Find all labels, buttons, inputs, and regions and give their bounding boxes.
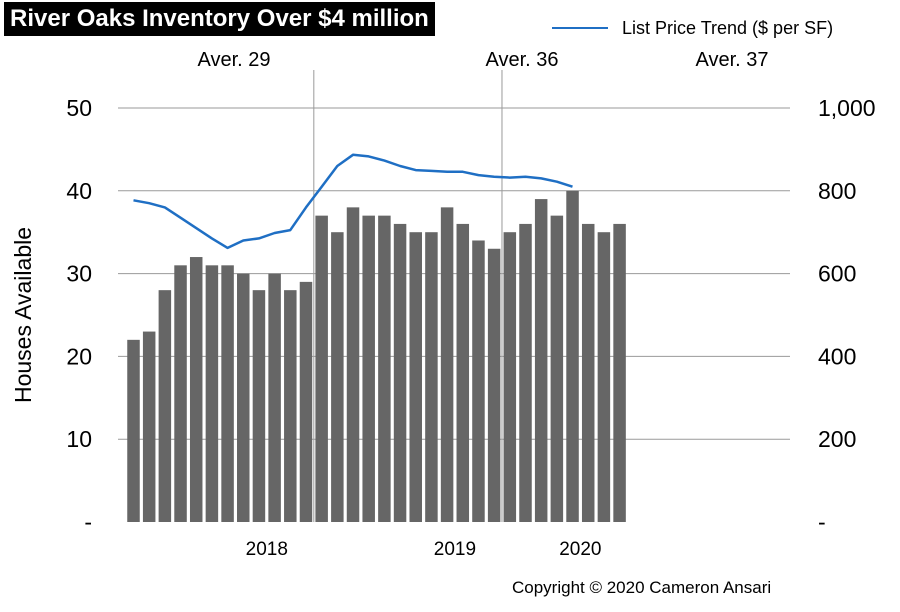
bar — [237, 273, 250, 522]
legend: List Price Trend ($ per SF) — [552, 16, 833, 40]
period-average-label: Aver. 36 — [485, 49, 558, 71]
bar — [299, 281, 313, 522]
bar — [205, 265, 219, 522]
y2-tick-label: 600 — [818, 261, 856, 287]
bar — [158, 290, 172, 522]
bar — [284, 290, 297, 522]
bar — [472, 240, 485, 523]
bar — [221, 265, 234, 522]
y-tick-label: 40 — [66, 178, 92, 204]
gridlines — [118, 107, 790, 440]
bar — [315, 215, 328, 522]
bar — [268, 273, 281, 522]
bar — [440, 207, 454, 523]
y-tick-label: - — [84, 509, 92, 535]
y2-tick-label: 200 — [818, 426, 856, 452]
bar — [409, 232, 422, 522]
bar — [362, 215, 375, 522]
bar — [425, 232, 438, 522]
bar — [581, 223, 595, 523]
bar — [127, 339, 140, 522]
y-tick-label: 10 — [66, 426, 92, 452]
legend-label: List Price Trend ($ per SF) — [622, 17, 834, 38]
bar — [346, 207, 360, 523]
copyright-notice: Copyright © 2020 Cameron Ansari — [512, 578, 772, 597]
y-tick-label: 30 — [66, 261, 92, 287]
bar — [487, 248, 501, 522]
x-tick-label: 2018 — [246, 539, 288, 560]
y-tick-label: 50 — [66, 95, 92, 121]
bar — [550, 215, 564, 522]
x-tick-label: 2020 — [559, 539, 601, 560]
period-average-label: Aver. 29 — [197, 49, 270, 71]
bars — [127, 190, 626, 523]
bar — [519, 223, 532, 523]
bar — [174, 265, 187, 522]
bar — [378, 215, 391, 522]
bar — [503, 232, 517, 522]
y2-tick-label: 1,000 — [818, 95, 876, 121]
bar — [597, 232, 611, 522]
period-dividers — [313, 70, 503, 522]
bar — [393, 223, 407, 523]
period-average-label: Aver. 37 — [695, 49, 768, 71]
bar — [189, 257, 203, 522]
bar — [142, 331, 156, 522]
axis-labels: - 10 20 30 40 50 - 200 400 600 800 1,000 2018 2019 202… — [10, 49, 876, 560]
y2-tick-label: 800 — [818, 178, 856, 204]
y-axis-title: Houses Available — [10, 227, 36, 403]
chart-title: River Oaks Inventory Over $4 million — [4, 2, 435, 36]
y2-tick-label: - — [818, 509, 826, 535]
x-tick-label: 2019 — [434, 539, 476, 560]
bar — [534, 199, 548, 522]
list-price-trend-line — [133, 153, 573, 250]
bar — [613, 223, 626, 523]
bar — [331, 232, 344, 522]
bar — [456, 223, 470, 523]
y-tick-label: 20 — [66, 343, 92, 369]
bar — [252, 290, 266, 522]
bar — [566, 190, 579, 523]
legend-line-swatch — [552, 27, 608, 29]
y2-tick-label: 400 — [818, 343, 856, 369]
